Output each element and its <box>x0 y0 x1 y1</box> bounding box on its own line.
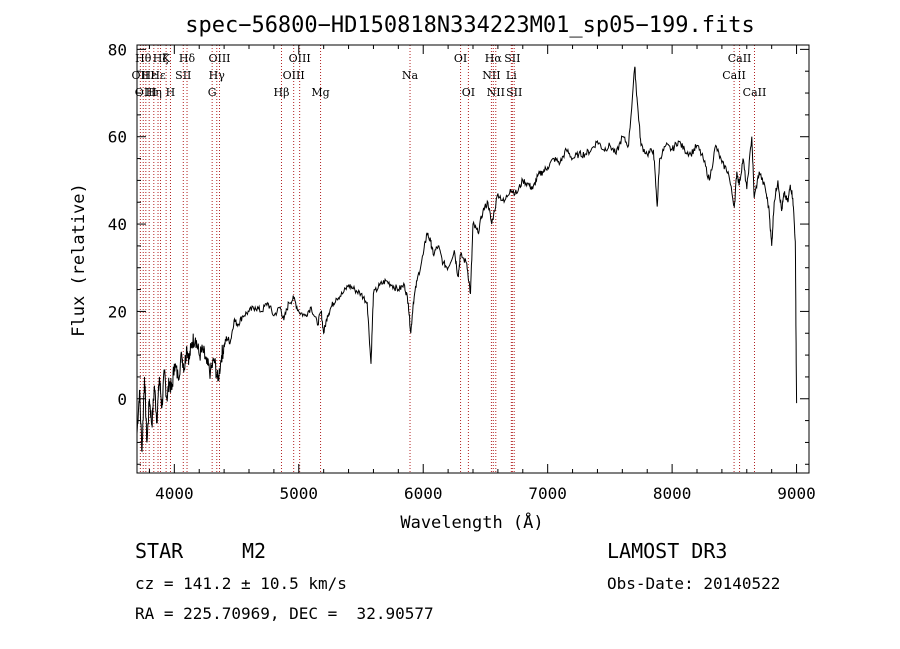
plot-frame <box>136 44 810 474</box>
line-marker-label-27: CaII <box>722 69 746 82</box>
line-marker-label-21: NII <box>482 69 500 82</box>
line-marker-label-8: H <box>166 86 176 99</box>
x-tick-label-5: 9000 <box>777 484 816 503</box>
line-marker-label-3: Hε <box>142 69 158 82</box>
y-axis-label: Flux (relative) <box>69 183 89 337</box>
line-marker-label-22: Hα <box>485 52 503 65</box>
coordinates: RA = 225.70969, DEC = 32.90577 <box>135 604 434 623</box>
line-marker-label-0: OII <box>132 69 150 82</box>
object-subclass: M2 <box>242 539 267 563</box>
line-marker-label-26: SII <box>506 86 522 99</box>
line-marker-label-24: Li <box>506 69 517 82</box>
x-axis-ticks: 4000 5000 6000 7000 8000 9000 <box>148 45 816 503</box>
y-tick-label-2: 40 <box>108 215 127 234</box>
y-tick-label-1: 20 <box>108 302 127 321</box>
line-marker-label-9: SII <box>175 69 191 82</box>
line-marker-label-10: Hδ <box>179 52 196 65</box>
line-marker-label-1: Hθ <box>135 52 152 65</box>
line-marker-labels: OII Hθ OIII Hε Hη Hε HζK H SII Hδ G Hγ OIII Hβ OIII OII… <box>132 52 767 99</box>
object-class: STAR <box>135 539 184 563</box>
line-marker-label-17: Mg <box>311 86 329 99</box>
y-axis-ticks: 0 20 40 60 80 <box>108 40 809 465</box>
x-tick-label-2: 6000 <box>404 484 443 503</box>
y-tick-label-3: 60 <box>108 128 127 147</box>
line-markers <box>139 45 755 473</box>
x-tick-label-0: 4000 <box>155 484 194 503</box>
line-marker-label-2: OIII <box>135 86 157 99</box>
line-marker-label-28: CaII <box>728 52 752 65</box>
obs-date: Obs-Date: 20140522 <box>607 574 781 593</box>
line-marker-label-15: OIII <box>283 69 305 82</box>
x-tick-label-1: 5000 <box>280 484 319 503</box>
line-marker-label-23: NII <box>487 86 505 99</box>
line-marker-label-4: Hη <box>146 86 162 99</box>
redshift-value: cz = 141.2 ± 10.5 km/s <box>135 574 347 593</box>
x-axis-label: Wavelength (Å) <box>400 511 543 533</box>
line-marker-label-14: Hβ <box>274 86 290 99</box>
spectrum-series-line <box>136 66 798 453</box>
y-tick-label-4: 80 <box>108 40 127 59</box>
line-marker-label-25: SII <box>504 52 520 65</box>
line-marker-label-29: CaII <box>743 86 767 99</box>
line-marker-label-12: Hγ <box>209 69 226 82</box>
y-tick-label-0: 0 <box>117 390 127 409</box>
line-marker-label-13: OIII <box>208 52 230 65</box>
chart-title: spec−56800−HD150818N334223M01_sp05−199.f… <box>185 13 755 38</box>
line-marker-label-18: Na <box>402 69 419 82</box>
line-marker-label-16: OIII <box>289 52 311 65</box>
line-marker-label-5: Hε <box>150 69 166 82</box>
survey-name: LAMOST DR3 <box>607 539 728 563</box>
x-tick-label-3: 7000 <box>528 484 567 503</box>
line-marker-label-11: G <box>208 86 217 99</box>
line-marker-label-7: K <box>162 52 171 65</box>
line-marker-label-6: Hζ <box>153 52 169 65</box>
line-marker-label-20: OI <box>462 86 475 99</box>
line-marker-label-19: OI <box>454 52 467 65</box>
x-tick-label-4: 8000 <box>653 484 692 503</box>
